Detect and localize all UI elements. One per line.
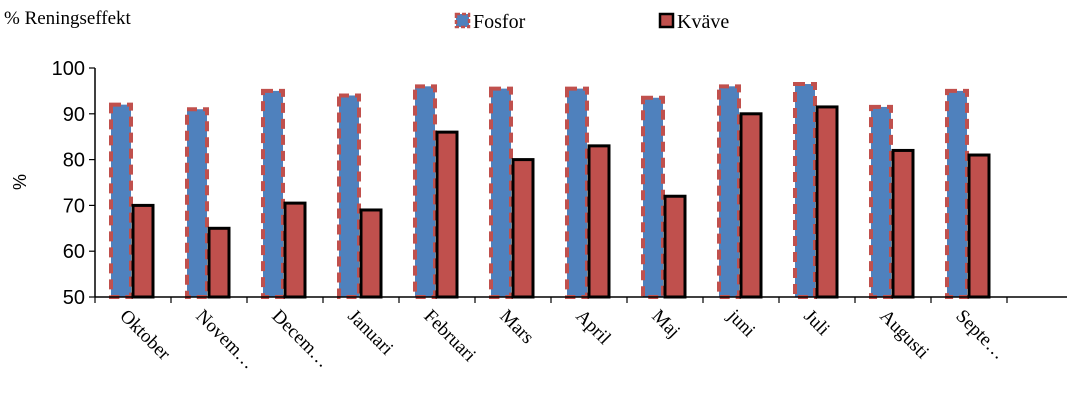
bar-fosfor-7 bbox=[643, 98, 663, 297]
bar-fosfor-6 bbox=[567, 89, 587, 297]
bar-fosfor-8 bbox=[719, 86, 739, 297]
chart-title: % Reningseffekt bbox=[4, 8, 132, 29]
y-axis-label: % bbox=[10, 174, 30, 190]
bar-kvave-3 bbox=[361, 210, 381, 297]
x-tick-label-8: juni bbox=[723, 305, 759, 341]
bar-kvave-6 bbox=[589, 146, 609, 297]
x-tick-label-5: Mars bbox=[495, 306, 537, 348]
bar-kvave-2 bbox=[285, 203, 305, 297]
bar-fosfor-10 bbox=[871, 107, 891, 297]
bar-fosfor-1 bbox=[187, 109, 207, 297]
bar-kvave-7 bbox=[665, 196, 685, 297]
y-tick-label-2: 70 bbox=[63, 195, 85, 217]
y-tick-label-0: 50 bbox=[63, 287, 85, 309]
x-tick-label-10: Augusti bbox=[875, 306, 932, 363]
y-tick-label-1: 60 bbox=[63, 241, 85, 263]
x-tick-label-7: Maj bbox=[647, 306, 683, 342]
y-tick-label-5: 100 bbox=[52, 58, 85, 80]
bar-fosfor-5 bbox=[491, 89, 511, 297]
y-tick-label-3: 80 bbox=[63, 150, 85, 172]
legend-label-1: Kväve bbox=[677, 11, 729, 33]
x-tick-label-4: Februari bbox=[419, 306, 479, 366]
bar-kvave-5 bbox=[513, 160, 533, 297]
bar-kvave-0 bbox=[133, 205, 153, 297]
x-tick-label-6: April bbox=[571, 306, 614, 349]
bar-fosfor-9 bbox=[795, 84, 815, 297]
legend-swatch-1 bbox=[660, 14, 673, 27]
bar-kvave-1 bbox=[209, 228, 229, 297]
bar-kvave-4 bbox=[437, 132, 457, 297]
x-tick-label-11: Septe… bbox=[951, 306, 1009, 364]
bar-kvave-11 bbox=[969, 155, 989, 297]
x-tick-label-2: Decem… bbox=[267, 306, 333, 372]
bar-fosfor-3 bbox=[339, 95, 359, 297]
bar-fosfor-2 bbox=[263, 91, 283, 297]
legend-label-0: Fosfor bbox=[473, 11, 526, 33]
bar-fosfor-0 bbox=[111, 105, 131, 297]
plot-area bbox=[111, 84, 989, 297]
x-tick-label-9: Juli bbox=[799, 306, 833, 340]
bar-kvave-10 bbox=[893, 150, 913, 297]
y-tick-label-4: 90 bbox=[63, 104, 85, 126]
bar-fosfor-4 bbox=[415, 86, 435, 297]
bar-fosfor-11 bbox=[947, 91, 967, 297]
x-tick-label-0: Oktober bbox=[115, 306, 174, 365]
x-tick-label-3: Januari bbox=[343, 306, 397, 360]
bar-kvave-8 bbox=[741, 114, 761, 297]
x-tick-label-1: Novem… bbox=[191, 306, 259, 374]
legend: Fosfor Kväve bbox=[456, 11, 729, 33]
legend-swatch-0 bbox=[456, 14, 469, 27]
bar-kvave-9 bbox=[817, 107, 837, 297]
